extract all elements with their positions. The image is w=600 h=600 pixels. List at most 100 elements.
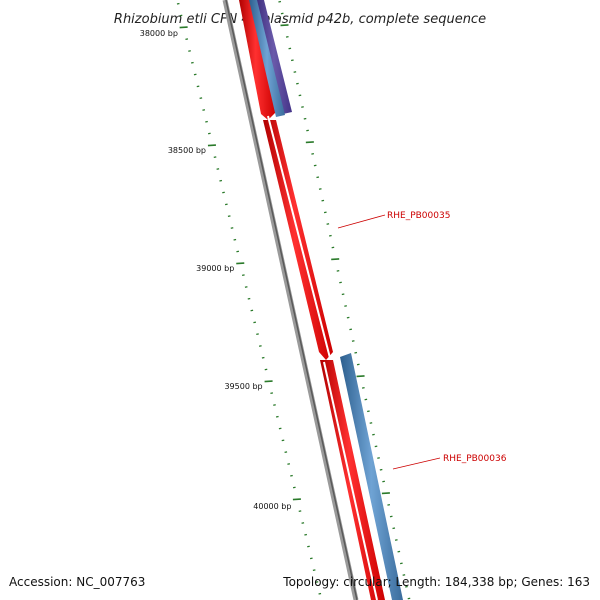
tick-label: 39000 bp <box>196 264 234 273</box>
major-tick <box>179 26 188 29</box>
minor-tick <box>213 156 217 159</box>
outer-minor-tick <box>306 129 309 132</box>
minor-tick <box>275 415 279 418</box>
minor-tick <box>224 203 228 206</box>
outer-minor-tick <box>290 59 294 62</box>
tick-label: 39500 bp <box>224 382 262 391</box>
minor-tick <box>230 227 234 229</box>
minor-tick <box>315 581 319 583</box>
outer-minor-tick <box>323 211 327 214</box>
minor-tick <box>179 14 183 17</box>
major-tick <box>264 380 273 383</box>
outer-minor-tick <box>280 12 284 15</box>
outer-major-tick <box>356 375 365 378</box>
cds-arrow-purple[interactable] <box>255 0 292 114</box>
minor-tick <box>273 404 276 406</box>
minor-tick <box>188 50 191 52</box>
minor-tick <box>292 486 296 489</box>
outer-minor-tick <box>303 117 307 120</box>
minor-tick <box>261 356 265 359</box>
outer-minor-tick <box>321 199 325 202</box>
outer-minor-tick <box>301 106 304 108</box>
cds-arrow[interactable] <box>239 0 276 120</box>
gene-label-rhe-pb00036: RHE_PB00036 <box>392 454 507 470</box>
outer-minor-tick <box>372 433 375 436</box>
outer-minor-tick <box>344 305 347 307</box>
tick-label: 38000 bp <box>140 29 178 38</box>
map-title: Rhizobium etli CFN 42 plasmid p42b, comp… <box>114 12 486 27</box>
outer-minor-tick <box>285 35 289 38</box>
sequence-backbone <box>222 0 359 600</box>
gene-label-text[interactable]: RHE_PB00035 <box>387 211 450 221</box>
outer-minor-tick <box>313 164 317 167</box>
outer-minor-tick <box>392 527 396 530</box>
outer-major-tick <box>305 141 314 144</box>
minor-tick <box>318 592 322 595</box>
outer-major-tick <box>280 24 289 27</box>
tick-label: 40000 bp <box>253 502 291 511</box>
minor-tick <box>287 463 291 465</box>
minor-tick <box>284 451 288 454</box>
minor-tick <box>190 61 194 64</box>
outer-minor-tick <box>394 539 398 541</box>
outer-minor-tick <box>354 351 358 354</box>
summary-label: Topology: circular; Length: 184,338 bp; … <box>282 575 590 589</box>
minor-tick <box>256 333 259 336</box>
minor-tick <box>199 97 203 100</box>
cds-arrow-blue[interactable] <box>249 0 285 117</box>
outer-minor-tick <box>318 188 322 190</box>
outer-minor-tick <box>407 597 411 600</box>
minor-tick <box>205 120 208 123</box>
minor-tick <box>290 474 293 477</box>
minor-tick <box>185 38 189 41</box>
outer-major-tick <box>331 258 340 261</box>
minor-tick <box>233 238 237 241</box>
minor-tick <box>247 297 251 300</box>
outer-minor-tick <box>377 457 380 459</box>
minor-tick <box>207 132 211 135</box>
outer-minor-tick <box>382 480 385 483</box>
minor-tick <box>312 569 316 572</box>
minor-tick <box>298 510 302 513</box>
outer-minor-tick <box>311 152 315 155</box>
minor-tick <box>202 109 206 111</box>
major-tick <box>236 262 245 265</box>
outer-minor-tick <box>288 47 292 50</box>
outer-minor-tick <box>389 515 393 518</box>
minor-tick <box>216 168 220 170</box>
outer-minor-tick <box>364 398 368 401</box>
minor-tick <box>253 321 257 324</box>
outer-minor-tick <box>341 293 345 296</box>
outer-minor-tick <box>351 340 355 342</box>
minor-tick <box>281 439 285 442</box>
cds-arrow-rhe-pb00036[interactable] <box>340 353 403 600</box>
outer-major-tick <box>381 492 390 495</box>
minor-tick <box>250 309 254 312</box>
minor-tick <box>244 286 248 288</box>
gene-label-text[interactable]: RHE_PB00036 <box>443 454 507 464</box>
gene-label-rhe-pb00035: RHE_PB00035 <box>337 211 450 229</box>
minor-tick <box>264 368 268 371</box>
minor-tick <box>307 545 310 548</box>
outer-minor-tick <box>331 246 335 249</box>
minor-tick <box>196 85 200 88</box>
outer-minor-tick <box>278 0 282 3</box>
outer-minor-tick <box>316 176 320 179</box>
minor-tick <box>219 179 223 182</box>
minor-tick <box>227 215 231 218</box>
minor-tick <box>222 191 225 194</box>
tick-label: 38500 bp <box>168 146 206 155</box>
outer-minor-tick <box>346 316 350 319</box>
outer-minor-tick <box>399 562 403 565</box>
outer-minor-tick <box>298 94 302 97</box>
accession-label: Accession: NC_007763 <box>9 575 145 589</box>
outer-minor-tick <box>369 422 373 424</box>
outer-minor-tick <box>326 223 330 225</box>
minor-tick <box>176 2 180 5</box>
major-tick <box>292 498 301 501</box>
reverse-strand-features <box>249 0 403 600</box>
outer-tick-ring <box>278 0 411 600</box>
forward-strand-features <box>239 0 385 600</box>
outer-minor-tick <box>379 468 383 471</box>
